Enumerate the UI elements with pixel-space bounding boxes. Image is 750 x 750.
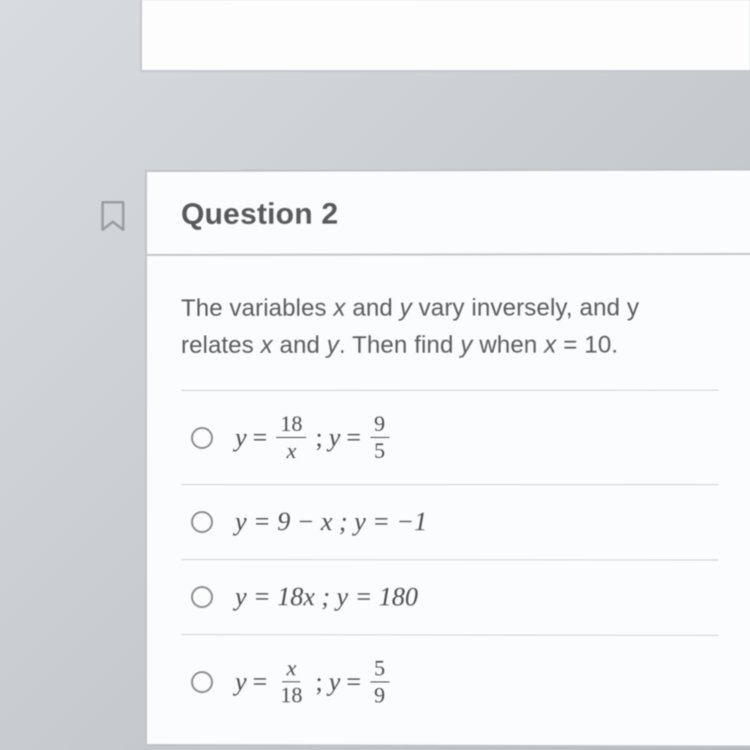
frac-num: x xyxy=(282,658,300,683)
prompt-text: . Then find xyxy=(339,332,460,359)
math-sep: ; xyxy=(315,423,322,453)
math-var: y xyxy=(329,667,341,697)
frac-den: 9 xyxy=(370,683,389,707)
option-d[interactable]: y = x 18 ; y = 5 9 xyxy=(181,634,719,729)
option-b-math: y = 9 − x ; y = −1 xyxy=(235,507,427,537)
math-var: y xyxy=(329,423,341,453)
radio-icon[interactable] xyxy=(191,671,213,693)
question-title: Question 2 xyxy=(147,170,750,256)
answer-options: y = 18 x ; y = 9 5 xyxy=(181,390,719,730)
fraction: 9 5 xyxy=(370,413,389,462)
frac-den: 18 xyxy=(276,683,306,707)
math-eq: = xyxy=(346,667,361,697)
math-var: y xyxy=(235,667,247,697)
frac-den: x xyxy=(282,438,300,462)
radio-icon[interactable] xyxy=(191,427,213,449)
var-x: x xyxy=(544,332,556,359)
var-y: y xyxy=(400,295,412,322)
math-text: y = 18x ; y = 180 xyxy=(235,582,418,612)
question-body: The variables x and y vary inversely, an… xyxy=(147,255,750,746)
var-y: y xyxy=(460,332,472,359)
fraction: 18 x xyxy=(276,413,306,462)
prompt-text: vary inversely, and y xyxy=(412,294,639,321)
frac-num: 9 xyxy=(370,413,389,438)
previous-question-panel xyxy=(140,0,750,72)
math-text: y = 9 − x ; y = −1 xyxy=(235,507,427,537)
question-card: Question 2 The variables x and y vary in… xyxy=(145,168,750,747)
prompt-text: The variables xyxy=(181,295,333,322)
prompt-line-1: The variables x and y vary inversely, an… xyxy=(181,289,719,327)
var-y: y xyxy=(327,332,339,359)
prompt-text: when xyxy=(472,332,544,359)
radio-icon[interactable] xyxy=(191,511,213,533)
frac-num: 5 xyxy=(370,658,389,683)
option-c-math: y = 18x ; y = 180 xyxy=(235,582,418,612)
option-a-math: y = 18 x ; y = 9 5 xyxy=(235,413,392,462)
radio-icon[interactable] xyxy=(191,586,213,608)
math-sep: ; xyxy=(315,667,322,697)
prompt-text: = 10. xyxy=(556,332,618,359)
fraction: x 18 xyxy=(276,658,306,707)
option-c[interactable]: y = 18x ; y = 180 xyxy=(181,559,719,635)
math-eq: = xyxy=(253,667,268,697)
option-a[interactable]: y = 18 x ; y = 9 5 xyxy=(181,390,719,484)
frac-den: 5 xyxy=(370,438,389,462)
math-eq: = xyxy=(253,423,268,453)
prompt-text: and xyxy=(346,295,400,322)
frac-num: 18 xyxy=(276,413,306,438)
prompt-text: and xyxy=(273,332,327,359)
math-eq: = xyxy=(346,423,361,453)
var-x: x xyxy=(333,295,345,322)
prompt-text: relates xyxy=(181,332,261,359)
option-b[interactable]: y = 9 − x ; y = −1 xyxy=(181,484,719,559)
math-var: y xyxy=(235,423,247,453)
option-d-math: y = x 18 ; y = 5 9 xyxy=(235,658,392,707)
fraction: 5 9 xyxy=(370,658,389,707)
prompt-line-2: relates x and y. Then find y when x = 10… xyxy=(181,327,719,365)
bookmark-flag-icon[interactable] xyxy=(100,200,128,232)
var-x: x xyxy=(261,332,273,359)
